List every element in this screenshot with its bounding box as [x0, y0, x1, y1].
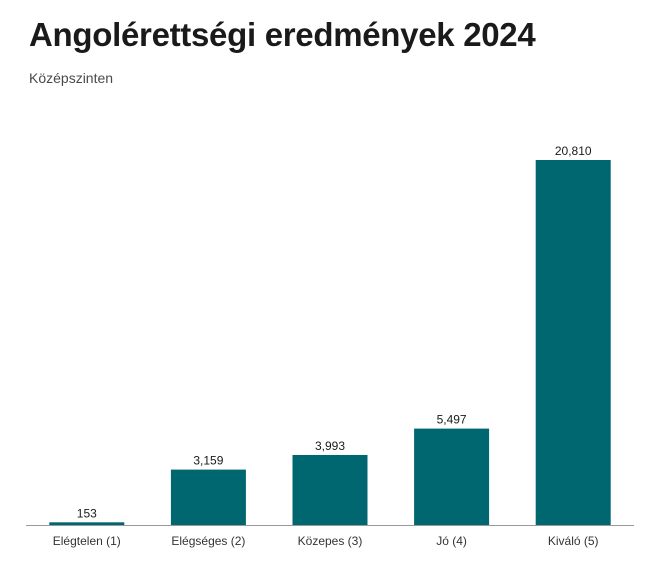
- value-label-4: 5,497: [437, 413, 467, 427]
- bar-4: [414, 428, 490, 525]
- x-tick-label-5: Kiváló (5): [548, 534, 599, 548]
- value-labels-layer: 153 3,159 3,993 5,497 20,810: [77, 144, 592, 520]
- bar-1: [49, 522, 125, 525]
- bar-2: [170, 469, 246, 525]
- x-tick-label-2: Elégséges (2): [171, 534, 245, 548]
- bar-3: [292, 455, 368, 525]
- x-tick-label-1: Elégtelen (1): [53, 534, 121, 548]
- chart-title: Angolérettségi eredmények 2024: [29, 16, 536, 53]
- bars-layer: [49, 160, 611, 525]
- x-tick-label-4: Jó (4): [436, 534, 467, 548]
- value-label-5: 20,810: [555, 144, 592, 158]
- bar-5: [535, 160, 611, 525]
- value-label-3: 3,993: [315, 439, 345, 453]
- x-tick-label-3: Közepes (3): [298, 534, 363, 548]
- x-tick-labels-layer: Elégtelen (1) Elégséges (2) Közepes (3) Jó …: [53, 534, 599, 548]
- chart-subtitle: Középszinten: [29, 70, 114, 86]
- value-label-2: 3,159: [193, 454, 223, 468]
- value-label-1: 153: [77, 506, 97, 520]
